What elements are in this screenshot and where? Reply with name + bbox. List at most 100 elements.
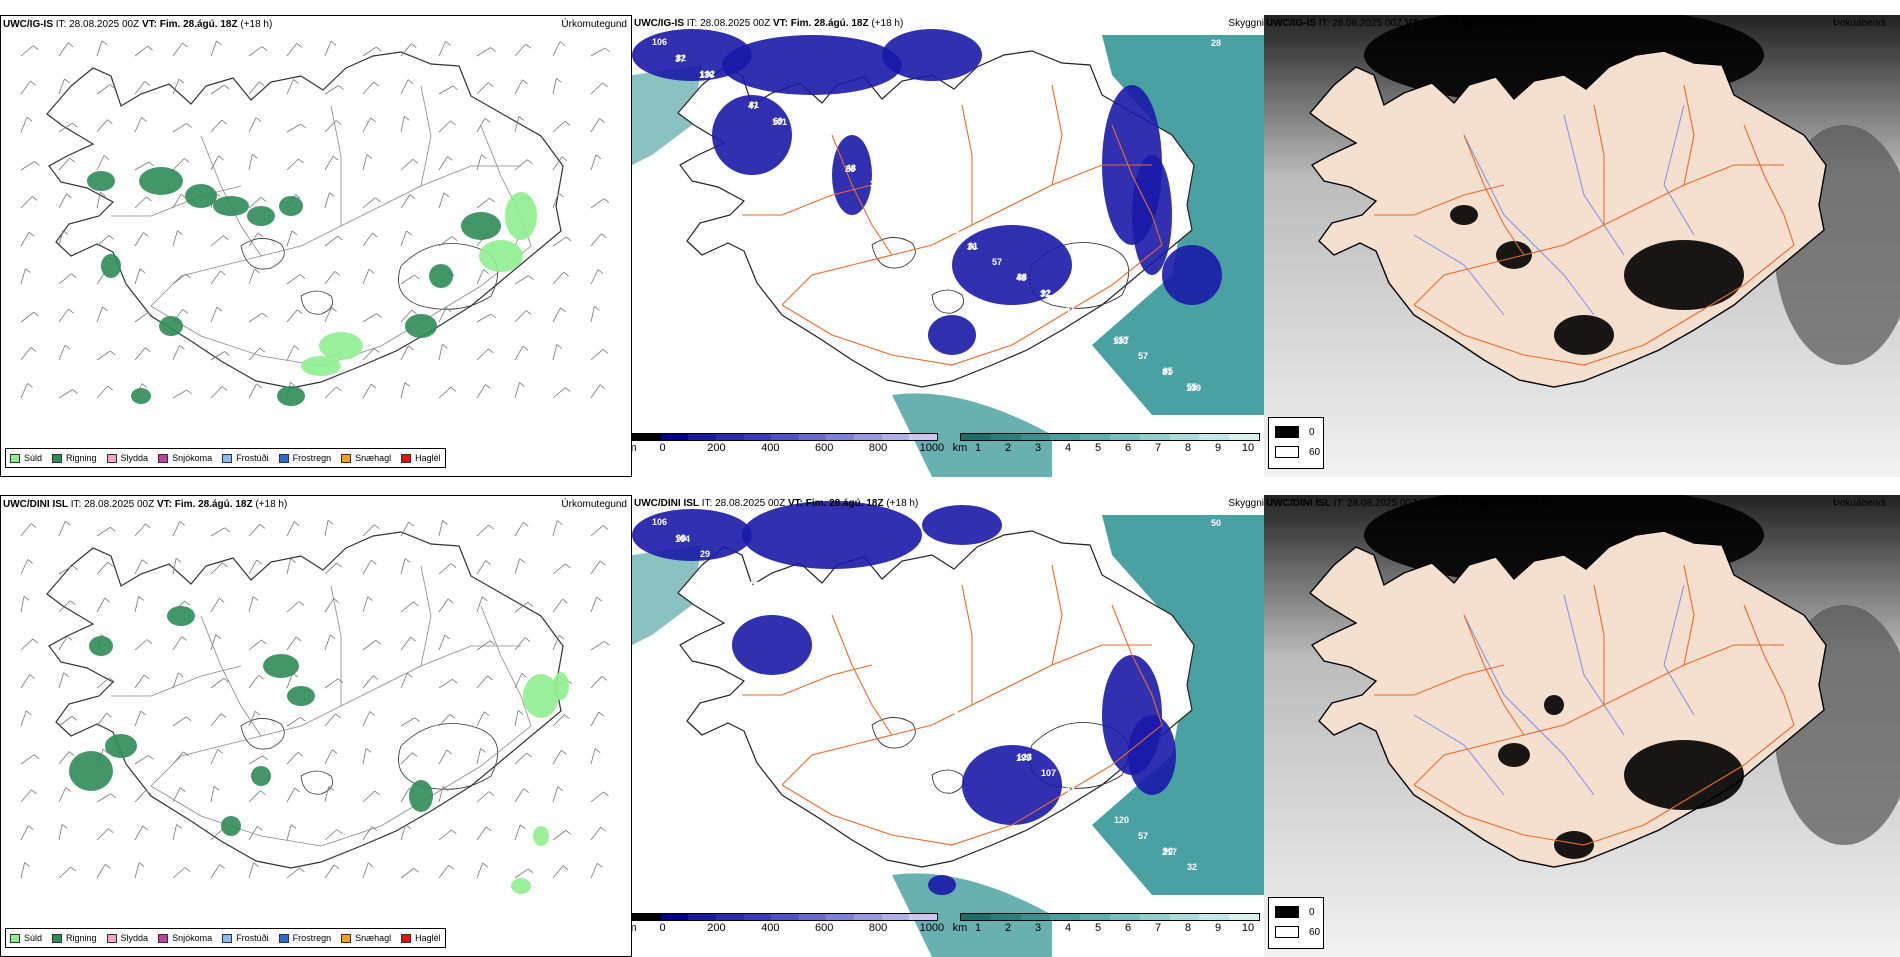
panel-type-label: Úrkomutegund <box>561 19 627 30</box>
ceiling-label: 34 <box>870 179 880 189</box>
colorbar-segment <box>1020 434 1051 440</box>
ceiling-label: 36 <box>943 226 953 236</box>
colorbar-tick: 6 <box>1124 442 1132 454</box>
colorbar-segment <box>1020 914 1051 920</box>
ceiling-label: 89 <box>1090 799 1100 809</box>
ceiling-label: 114 <box>798 611 813 621</box>
ceiling-label: 48 <box>846 163 856 173</box>
colorbar-tick: 800 <box>868 442 888 454</box>
precip-legend: Súld Rigning Slydda Snjókoma Frostúði Frostre… <box>5 448 446 468</box>
fog-panel-dini: UWC/DINI ISL IT: 28.08.2025 00Z VT: Fim.… <box>1264 495 1900 957</box>
legend-entry: Frostregn <box>278 453 331 463</box>
fog-legend-label: 0 <box>1309 906 1315 918</box>
colorbar-tick: 200 <box>707 922 726 934</box>
ceiling-label: 36 <box>967 242 977 252</box>
ceiling-label: 101 <box>772 117 787 127</box>
colorbar-segment <box>771 914 799 920</box>
colorbar-tick: 8 <box>1184 922 1192 934</box>
colorbar-strip <box>632 913 938 921</box>
colorbar-segment <box>909 914 938 920</box>
ceiling-label: 47 <box>748 101 758 111</box>
legend-swatch <box>341 453 352 463</box>
ceiling-label: 57 <box>1138 351 1148 361</box>
ceiling-label: 43 <box>1065 784 1075 794</box>
colorbar-tick: 400 <box>761 922 780 934</box>
legend-entry: Rigning <box>52 933 97 943</box>
ceiling-label: 90 <box>1163 846 1173 856</box>
fog-legend-swatch <box>1275 926 1299 938</box>
panel-header: UWC/DINI ISL IT: 28.08.2025 00Z VT: Fim.… <box>3 499 288 510</box>
ceiling-label: 107 <box>822 147 837 157</box>
fog-legend-label: 0 <box>1309 426 1315 438</box>
precip-map-igis <box>1 16 631 476</box>
precip-legend: Súld Rigning Slydda Snjókoma Frostúði Frostre… <box>5 928 446 948</box>
legend-swatch <box>222 933 233 943</box>
legend-entry: Snjókoma <box>158 453 212 463</box>
ceiling-label: 86 <box>1090 319 1100 329</box>
colorbar-tick: 1000 <box>919 442 945 454</box>
colorbar-segment <box>881 914 910 920</box>
colorbar-segment <box>1109 434 1140 440</box>
colorbar-tick: 2 <box>1004 442 1012 454</box>
ceiling-label: 130 <box>725 84 740 94</box>
colorbar-segment <box>743 914 772 920</box>
ceiling-label: 164 <box>675 534 690 544</box>
legend-label: Snjókoma <box>172 453 213 463</box>
colorbar-segment <box>1229 434 1259 440</box>
legend-label: Súld <box>24 453 43 463</box>
visibility-colorbar: km 1 2 3 4 5 6 7 8 9 10 <box>953 913 1260 934</box>
legend-label: Frostregn <box>292 933 332 943</box>
ceiling-label: 57 <box>1138 831 1148 841</box>
colorbar-tick: 600 <box>814 922 834 934</box>
colorbar-segment <box>660 434 689 440</box>
colorbar-segment <box>909 434 938 440</box>
ceiling-label: 48 <box>1016 273 1026 283</box>
colorbar-tick: 3 <box>1034 922 1042 934</box>
colorbar-segment <box>826 434 855 440</box>
colorbar-segment <box>1139 434 1170 440</box>
colorbar-segment <box>1169 914 1200 920</box>
ceiling-label: 120 <box>1114 815 1129 825</box>
colorbar-segment <box>633 914 661 920</box>
legend-swatch <box>106 933 117 943</box>
ceiling-label: 143 <box>870 659 885 669</box>
fog-panel-igis: UWC/IG-IS IT: 28.08.2025 00Z VT: Fim. 28… <box>1264 15 1900 477</box>
ceiling-label: 158 <box>797 612 812 622</box>
ceiling-label: 81 <box>749 100 759 110</box>
ceiling-label: 657 <box>1114 335 1129 345</box>
fog-legend-swatch <box>1275 446 1299 458</box>
colorbar-segment <box>881 434 910 440</box>
colorbar-tick: 9 <box>1214 442 1222 454</box>
legend-entry: Frostúði <box>222 453 269 463</box>
visibility-panel-igis: 106 130 91 104 105 88 86 85 82 81 107 82 81 92 657 55 10… <box>632 15 1264 477</box>
ceiling-label: 85 <box>1163 366 1173 376</box>
ceiling-label: 113 <box>822 627 837 637</box>
legend-entry: Rigning <box>52 453 97 463</box>
visibility-map-igis: 1061309110410588868582811078281926575510… <box>632 15 1264 477</box>
panel-type-label: Skyggni <box>1228 18 1264 29</box>
legend-swatch <box>401 453 412 463</box>
fog-map-dini <box>1264 495 1900 957</box>
colorbar-segment <box>854 914 882 920</box>
legend-entry: Frostregn <box>278 933 332 943</box>
ceiling-label: 139 <box>1186 383 1201 393</box>
colorbar-unit: m <box>632 922 637 934</box>
ceiling-label: 199 <box>1016 753 1031 763</box>
ceiling-label: 36 <box>967 722 977 732</box>
colorbar-segment <box>1050 434 1081 440</box>
colorbar-tick: 1 <box>974 442 982 454</box>
fog-legend: 0 60 <box>1268 897 1324 949</box>
legend-label: Frostúði <box>236 933 269 943</box>
ceiling-label: 106 <box>652 517 667 527</box>
precip-map-dini <box>1 496 631 956</box>
colorbar-segment <box>1139 914 1170 920</box>
fog-legend-entry: 60 <box>1275 446 1320 458</box>
visibility-colorbar: km 1 2 3 4 5 6 7 8 9 10 <box>953 433 1260 454</box>
ceiling-label: 48 <box>724 565 734 575</box>
panel-type-label: Skyggni <box>1228 498 1264 509</box>
legend-swatch <box>106 453 117 463</box>
legend-label: Snæhagl <box>355 453 392 463</box>
visibility-map-dini: 1061111141141161238990991061131102711071… <box>632 495 1264 957</box>
fog-legend-swatch <box>1275 906 1299 918</box>
panel-type-label: Þokuábendi <box>1833 498 1886 509</box>
